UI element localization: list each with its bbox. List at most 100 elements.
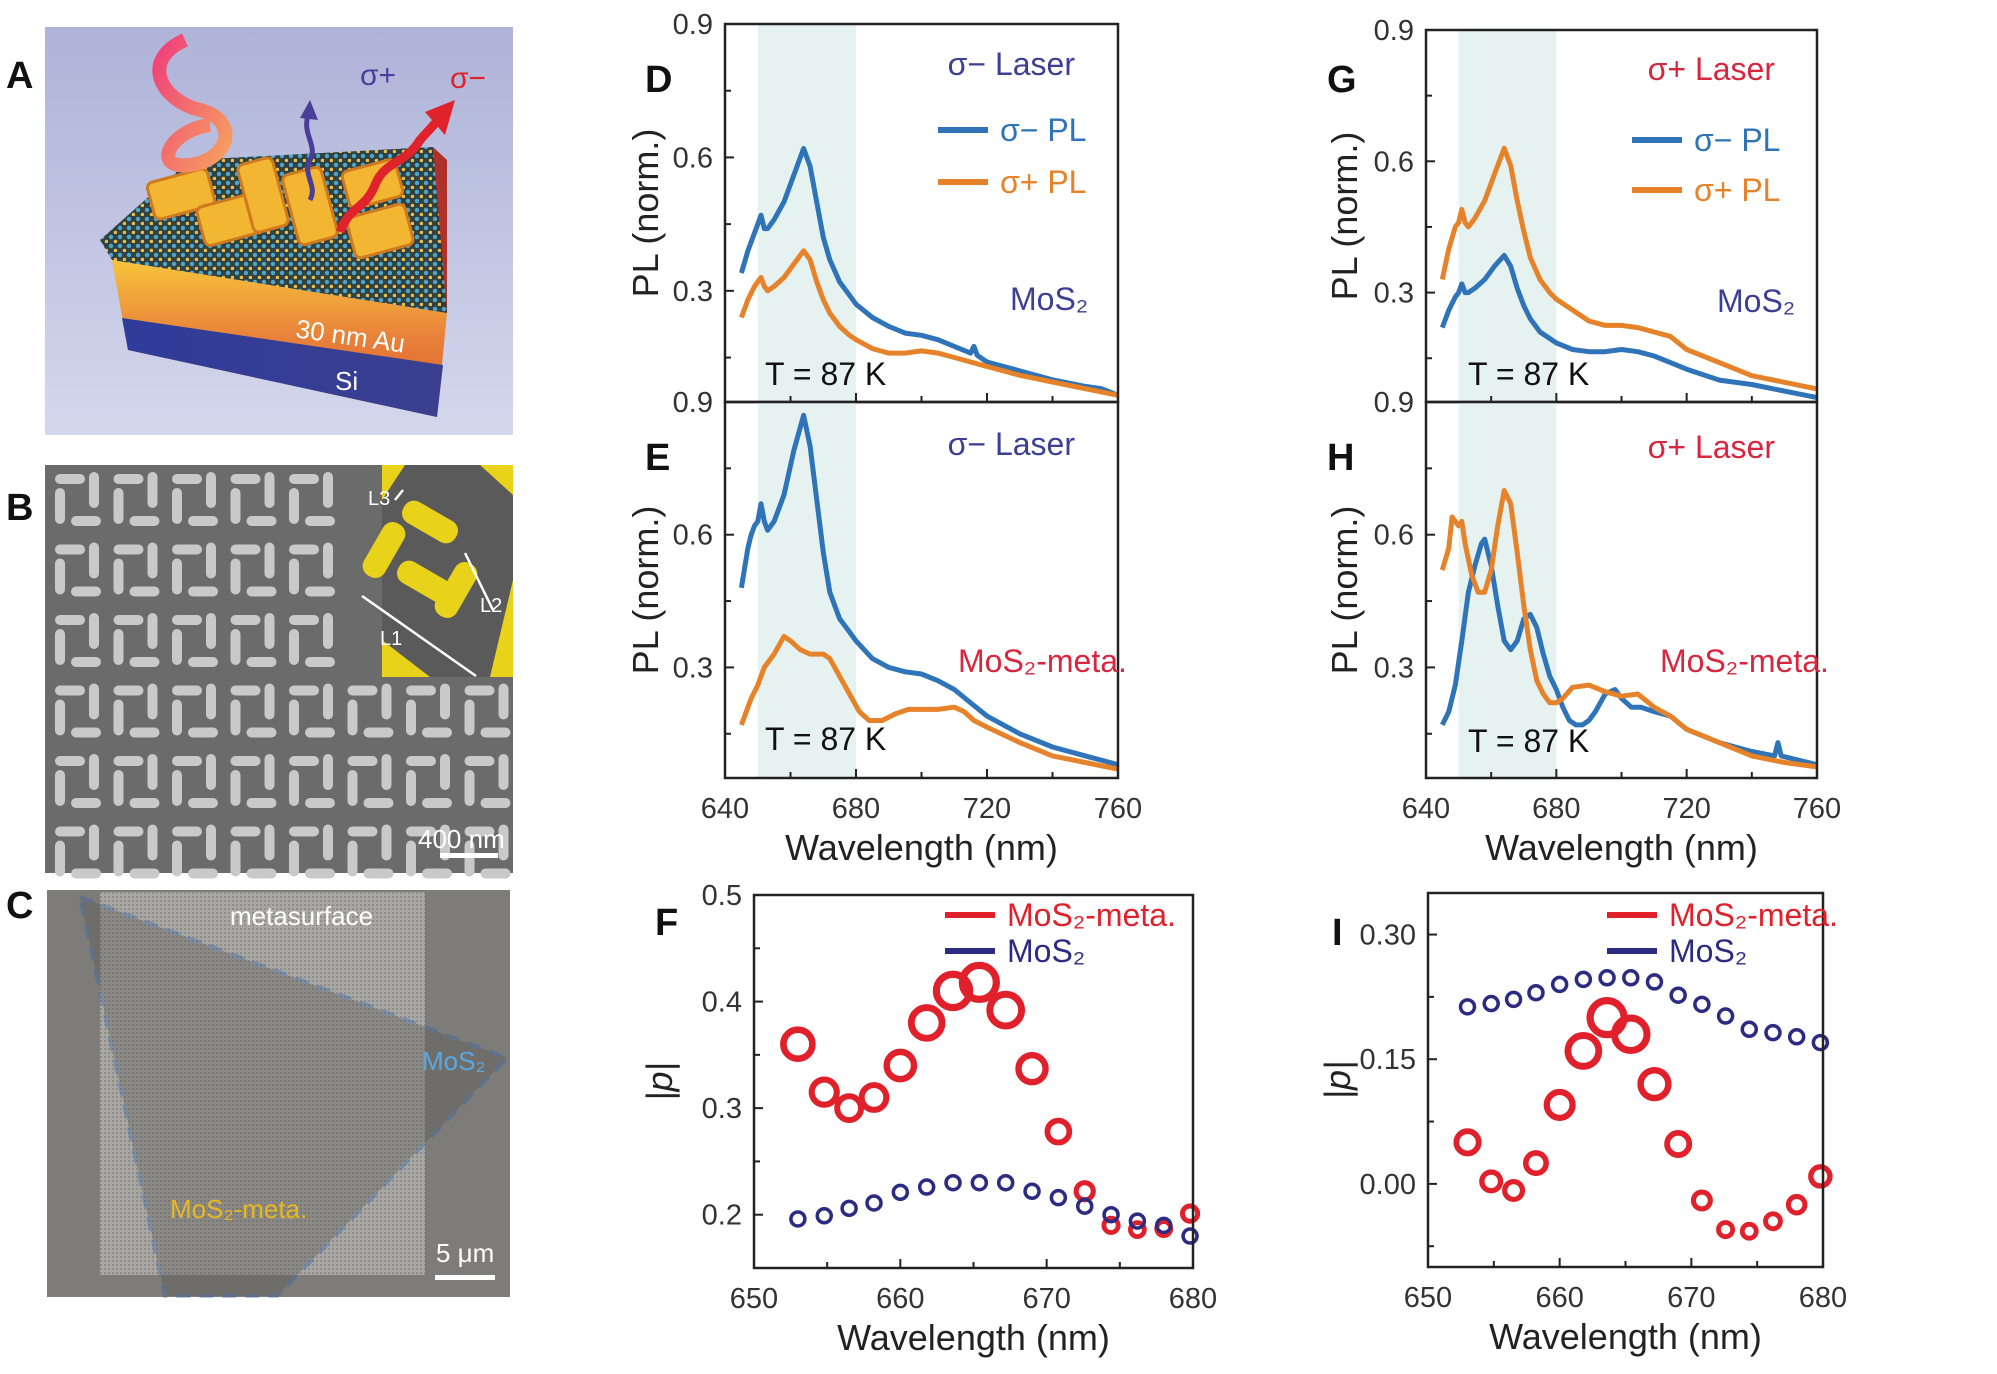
data-point: [1669, 986, 1687, 1004]
data-point: [1808, 1164, 1833, 1189]
data-point: [1811, 1033, 1830, 1052]
temperature-annotation: T = 87 K: [765, 356, 886, 392]
legend-label: MoS₂: [1669, 933, 1747, 969]
data-point: [1075, 1197, 1094, 1215]
circularly-polarized-light-icon: [152, 33, 233, 173]
series-line: [1439, 488, 1818, 770]
temperature-annotation: T = 87 K: [1468, 723, 1589, 759]
panel-f-chart: 650 660 670 680 0.2 0.3 0.4 0.5 Wavelength (nm) |…: [639, 880, 1217, 1358]
sem-inset: L3 L2 L1: [361, 465, 513, 678]
y-tick-label: 0.6: [1374, 146, 1414, 178]
nanostructure-unit: [230, 683, 277, 738]
sigma-minus-arrow-icon: [335, 114, 444, 234]
temperature-annotation: T = 87 K: [765, 721, 886, 757]
data-point: [1785, 1193, 1808, 1216]
dimension-l1: L1: [380, 628, 402, 650]
y-tick-label: 0.6: [673, 520, 713, 552]
panel-a-illustration: A σ+ σ− 30 nm Au Si: [6, 27, 513, 435]
data-point: [1550, 975, 1569, 994]
x-tick-label: 640: [701, 793, 749, 825]
data-point: [858, 1082, 890, 1113]
panel-label: I: [1332, 912, 1343, 954]
nanostructure-unit: [230, 542, 277, 597]
nanostructure-unit: [55, 683, 101, 738]
series-line: [739, 248, 1119, 398]
data-point: [944, 1173, 962, 1192]
series-line: [1439, 252, 1818, 401]
nanostructure-unit: [172, 824, 218, 879]
data-point: [1502, 1179, 1526, 1203]
panel-label-c: C: [6, 885, 33, 927]
y-tick-label: 0.9: [1374, 387, 1414, 419]
y-axis-label: PL (norm.): [625, 506, 666, 675]
nanostructure-unit: [172, 542, 218, 597]
data-point: [1181, 1227, 1199, 1245]
nanostructure-unit: [113, 824, 160, 879]
legend-label: σ+ PL: [1000, 164, 1086, 200]
data-point: [840, 1199, 858, 1218]
x-tick-label: 680: [1169, 1283, 1217, 1315]
data-point: [1637, 1067, 1672, 1102]
sample-annotation: MoS₂: [1010, 281, 1088, 317]
y-tick-label: 0.9: [673, 387, 713, 419]
panel-label-b: B: [6, 487, 33, 529]
data-point: [1664, 1130, 1693, 1158]
legend: MoS₂-meta.MoS₂: [1607, 897, 1838, 969]
legend: MoS₂-meta.MoS₂: [945, 897, 1176, 969]
sample-annotation: MoS₂: [1717, 283, 1795, 319]
nanostructure-unit: [172, 613, 218, 667]
scale-bar-label: 5 μm: [436, 1238, 494, 1268]
data-point: [891, 1183, 910, 1202]
x-tick-label: 670: [1022, 1283, 1070, 1315]
nanostructure-unit: [289, 824, 335, 879]
nanostructure-unit: [230, 754, 277, 808]
y-tick-label: 0.5: [702, 880, 742, 912]
data-point: [1128, 1212, 1147, 1230]
nanostructure-unit: [289, 613, 335, 667]
data-point: [1023, 1182, 1041, 1201]
nanostructure-unit: [464, 824, 511, 879]
dimension-arrows-icon: [361, 489, 495, 678]
nanostructure-unit: [55, 542, 101, 597]
y-axis-label: PL (norm.): [1324, 132, 1365, 301]
data-point: [1102, 1205, 1120, 1224]
nanostructure-unit: [230, 613, 277, 667]
data-point: [1154, 1216, 1173, 1235]
nanostructure-array: [55, 472, 511, 879]
nanostructure-unit: [464, 754, 511, 808]
data-point: [1574, 970, 1593, 989]
x-tick-label: 680: [1532, 793, 1580, 825]
data-point: [1622, 969, 1640, 987]
data-point: [1101, 1215, 1121, 1235]
nanostructure-unit: [347, 683, 394, 738]
y-axis-label: |p|: [639, 1062, 680, 1101]
panel-label-a: A: [6, 55, 33, 97]
y-axis-label: PL (norm.): [625, 129, 666, 298]
data-point: [865, 1194, 883, 1212]
data-point: [1044, 1117, 1073, 1146]
nanostructure-unit: [406, 824, 452, 879]
x-tick-label: 660: [876, 1283, 924, 1315]
nanostructure-unit: [406, 683, 452, 738]
nanostructure-unit: [113, 754, 160, 808]
nanostructure-unit: [289, 754, 335, 808]
sigma-plus-arrow-icon: [304, 114, 315, 202]
x-tick-label: 760: [1793, 793, 1841, 825]
scale-bar-label: 400 nm: [418, 824, 505, 854]
y-axis-label: |p|: [1317, 1061, 1358, 1100]
nanostructure-unit: [347, 754, 394, 808]
data-point: [1479, 1169, 1504, 1194]
legend: σ− PL σ+ PL: [1632, 122, 1780, 208]
data-point: [815, 1207, 833, 1225]
x-tick-label: 720: [1662, 793, 1710, 825]
nanostructure-unit: [347, 824, 394, 879]
panel-c-sem-image: C metasurface MoS₂ MoS₂-meta. 5 μm: [6, 885, 511, 1298]
data-point: [1504, 990, 1523, 1009]
data-point: [1645, 973, 1664, 991]
legend-label: σ− PL: [1694, 122, 1780, 158]
legend-label: MoS₂-meta.: [1007, 897, 1176, 933]
data-point: [883, 1048, 918, 1083]
series-line: [739, 633, 1119, 772]
x-tick-label: 650: [730, 1283, 778, 1315]
